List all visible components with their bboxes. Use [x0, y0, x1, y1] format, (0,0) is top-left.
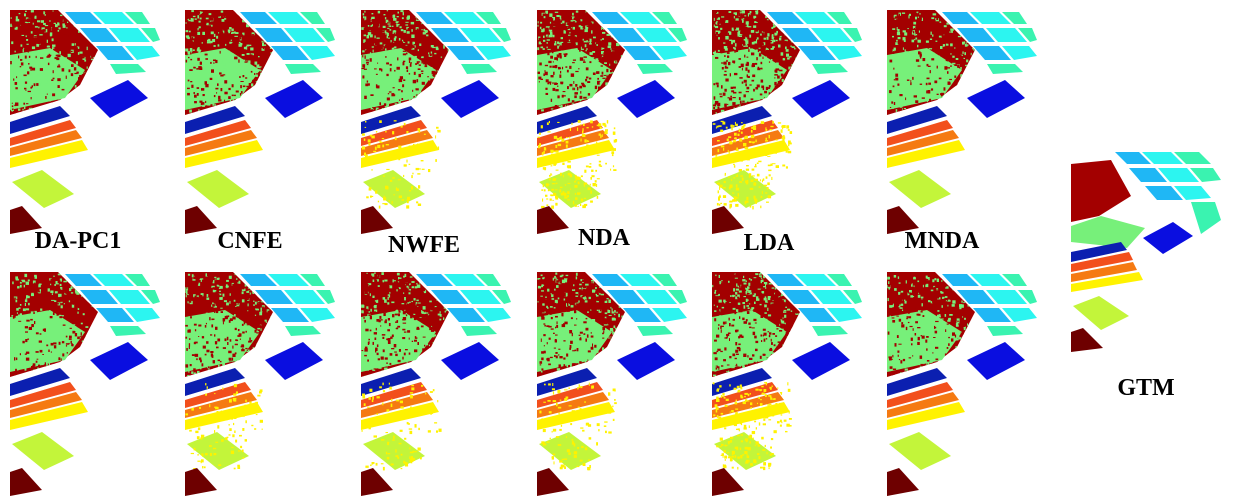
classification-map-row2-2 — [185, 272, 335, 477]
parcel-8 — [285, 64, 321, 74]
parcel-maroon — [10, 468, 42, 496]
parcel-blue — [265, 342, 323, 380]
label-gtm: GTM — [1117, 375, 1174, 402]
classification-map-row2-4 — [537, 272, 687, 477]
parcel-blue — [265, 80, 323, 118]
parcel-yellow-green — [889, 170, 951, 208]
parcel-8 — [110, 64, 146, 74]
parcel-yellow-green — [539, 432, 601, 470]
parcel-blue — [617, 80, 675, 118]
parcel-8 — [461, 64, 497, 74]
gt-field-red — [1071, 160, 1131, 222]
parcel-blue — [967, 342, 1025, 380]
parcel-8 — [637, 64, 673, 74]
parcel-blue — [792, 342, 850, 380]
classification-map-nda — [537, 10, 687, 238]
classification-map-row2-1 — [10, 272, 160, 477]
label-cnfe: CNFE — [217, 228, 282, 255]
classification-map-nwfe — [361, 10, 511, 238]
label-nda: NDA — [578, 225, 630, 252]
parcel-blue — [967, 80, 1025, 118]
parcel-blue — [617, 342, 675, 380]
parcel-8 — [461, 326, 497, 336]
parcel-maroon — [712, 468, 744, 496]
parcel-blue — [90, 342, 148, 380]
parcel-blue — [441, 342, 499, 380]
parcel-maroon — [185, 468, 217, 496]
classification-map-row2-5 — [712, 272, 862, 477]
label-nwfe: NWFE — [388, 232, 460, 259]
parcel-8 — [812, 64, 848, 74]
parcel-yellow-green — [12, 170, 74, 208]
ground-truth-map — [1071, 150, 1221, 355]
parcel-blue — [441, 80, 499, 118]
parcel-maroon — [537, 468, 569, 496]
parcel-maroon — [361, 206, 393, 234]
parcel-8 — [285, 326, 321, 336]
label-lda: LDA — [744, 230, 795, 257]
gt-parcel-blue — [1143, 222, 1193, 254]
gt-field-green — [1071, 216, 1145, 248]
parcel-maroon — [537, 206, 569, 234]
parcel-8 — [110, 326, 146, 336]
parcel-maroon — [361, 468, 393, 496]
parcel-8 — [987, 64, 1023, 74]
classification-map-cnfe — [185, 10, 335, 238]
parcel-8 — [637, 326, 673, 336]
parcel-maroon — [185, 206, 217, 234]
gt-parcel-maroon — [1071, 328, 1103, 352]
parcel-8 — [812, 326, 848, 336]
classification-map-row2-6 — [887, 272, 1037, 477]
parcel-maroon — [712, 206, 744, 234]
label-mnda: MNDA — [905, 228, 980, 255]
parcel-yellow-green — [12, 432, 74, 470]
classification-map-lda — [712, 10, 862, 238]
classification-map-row2-3 — [361, 272, 511, 477]
parcel-yellow-green — [187, 170, 249, 208]
classification-map-da-pc1 — [10, 10, 160, 238]
gt-parcel-yellow-green — [1073, 296, 1129, 330]
parcel-blue — [90, 80, 148, 118]
label-da-pc1: DA-PC1 — [35, 228, 122, 255]
parcel-maroon — [887, 468, 919, 496]
parcel-yellow-green — [889, 432, 951, 470]
parcel-blue — [792, 80, 850, 118]
classification-map-mnda — [887, 10, 1037, 238]
gt-parcel-8 — [1191, 202, 1221, 234]
parcel-8 — [987, 326, 1023, 336]
